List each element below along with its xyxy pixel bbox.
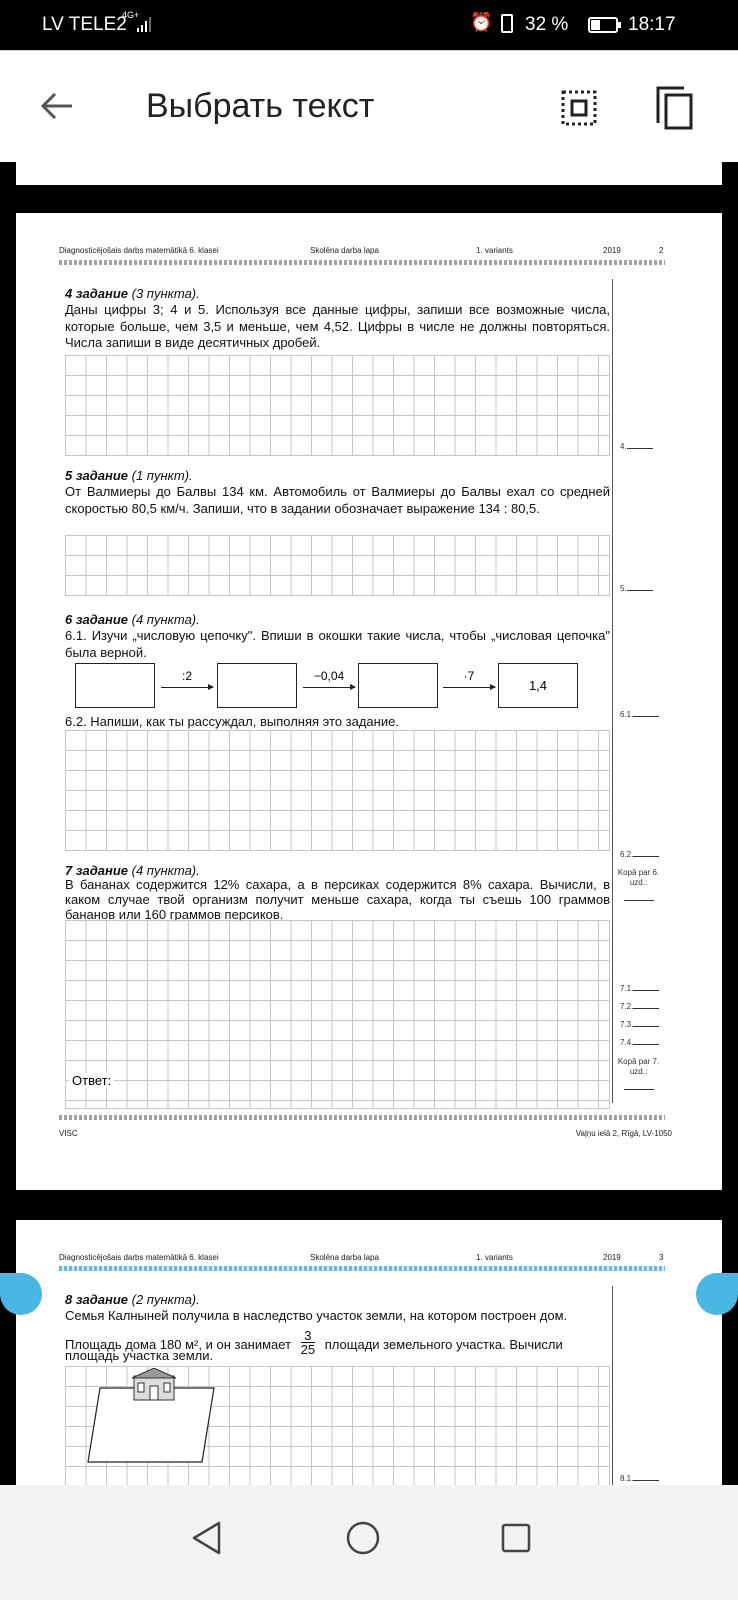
selection-handle-end[interactable] [696,1273,738,1315]
chain-result: 1,4 [498,663,578,708]
header-year: 2019 [603,246,621,255]
chain-op-1: :2 [181,669,192,683]
app-bar: Выбрать текст [0,50,738,162]
chain-op-3: ·7 [463,669,475,683]
chain-box-1[interactable] [75,663,155,708]
square-recents-icon[interactable] [500,1522,532,1554]
document-page-3: Diagnosticējošais darbs matemātikā 6. kl… [16,1220,722,1496]
arrow-left-icon[interactable] [38,91,74,121]
score-7-3[interactable]: 7.3. [620,1020,665,1029]
ornament-divider [59,1115,665,1120]
carrier: LV TELE2 [42,14,127,35]
task7-title: 7 задание (4 пункта). [65,863,200,878]
task5-title: 5 задание (1 пункт). [65,468,193,483]
task6-title: 6 задание (4 пункта). [65,612,200,627]
chain-box-3[interactable] [358,663,438,708]
task6-text2: 6.2. Напиши, как ты рассуждал, выполняя … [65,714,399,729]
chain-box-2[interactable] [217,663,297,708]
network-type: 4G+ [122,10,140,20]
task7-text: В бананах содержится 12% сахара, а в пер… [65,877,610,922]
score-7-2[interactable]: 7.2. [620,1002,665,1011]
document-page-2: Diagnosticējošais darbs matemātikā 6. kl… [16,213,722,1190]
header-subject: Diagnosticējošais darbs matemātikā 6. kl… [59,246,219,255]
land-plot-house-illustration [87,1368,215,1463]
answer-grid[interactable] [65,730,610,851]
ornament-divider [59,260,665,265]
status-bar: LV TELE2 4G+ ⏰ 32 % 18:17 [0,0,738,50]
header-year: 2019 [603,1253,621,1262]
header-sheet: Skolēna darba lapa [310,1253,379,1262]
task4-text: Даны цифры 3; 4 и 5. Используя все данны… [65,302,610,350]
margin-line [612,279,613,1103]
circle-home-icon[interactable] [345,1520,381,1556]
score-8-1[interactable]: 8.1. [620,1474,665,1483]
score-6-1[interactable]: 6.1. [620,710,665,719]
selection-handle-start[interactable] [0,1273,42,1315]
header-variant: 1. variants [476,1253,513,1262]
score-5[interactable]: 5. [620,584,665,593]
vibrate-icon [496,13,518,33]
header-variant: 1. variants [476,246,513,255]
battery-icon [588,17,622,33]
header-page: 2 [659,246,664,255]
margin-line [612,1286,613,1486]
select-all-icon[interactable] [560,89,598,127]
total-7: Kopā par 7. uzd.: [616,1057,661,1093]
task5-text: От Валмиеры до Балвы 134 км. Автомобиль … [65,484,610,516]
score-4[interactable]: 4. [620,442,665,451]
ornament-divider-selected [59,1266,665,1271]
score-7-4[interactable]: 7.4. [620,1038,665,1047]
arrow-right-icon [443,684,496,690]
score-7-1[interactable]: 7.1. [620,984,665,993]
answer-grid[interactable] [65,535,610,596]
triangle-back-icon[interactable] [190,1520,224,1556]
copy-icon[interactable] [655,85,695,131]
fraction-denominator: 25 [300,1342,316,1357]
answer-label: Ответ: [69,1073,115,1088]
signal-icon [135,14,159,34]
alarm-icon: ⏰ [470,12,493,32]
page-title: Выбрать текст [146,87,375,125]
header-sheet: Skolēna darba lapa [310,246,379,255]
task8-text2: Площадь дома 180 м², и он занимает 3 25 п… [65,1328,563,1357]
fraction-numerator: 3 [300,1329,316,1343]
score-6-2[interactable]: 6.2. [620,850,665,859]
clock: 18:17 [628,14,676,35]
task8-text3: площадь участка земли. [65,1348,214,1363]
total-6: Kopā par 6. uzd.: [616,868,661,904]
task4-title: 4 задание (3 пункта). [65,286,200,301]
header-page: 3 [659,1253,664,1262]
answer-grid[interactable] [65,920,610,1109]
previous-page-end [16,162,722,185]
navigation-bar [0,1485,738,1600]
answer-grid[interactable] [65,355,610,456]
task6-text1: 6.1. Изучи „числовую цепочку". Впиши в о… [65,628,610,660]
footer-right: Vaļņu ielā 2, Rīgā, LV-1050 [575,1129,672,1138]
arrow-right-icon [303,684,356,690]
battery-percent: 32 % [525,14,569,35]
arrow-right-icon [161,684,214,690]
task8-title: 8 задание (2 пункта). [65,1292,200,1307]
header-subject: Diagnosticējošais darbs matemātikā 6. kl… [59,1253,219,1262]
footer-left: VISC [59,1129,78,1138]
task8-text1: Семья Калныней получила в наследство уча… [65,1308,568,1323]
chain-op-2: −0,04 [313,669,345,683]
